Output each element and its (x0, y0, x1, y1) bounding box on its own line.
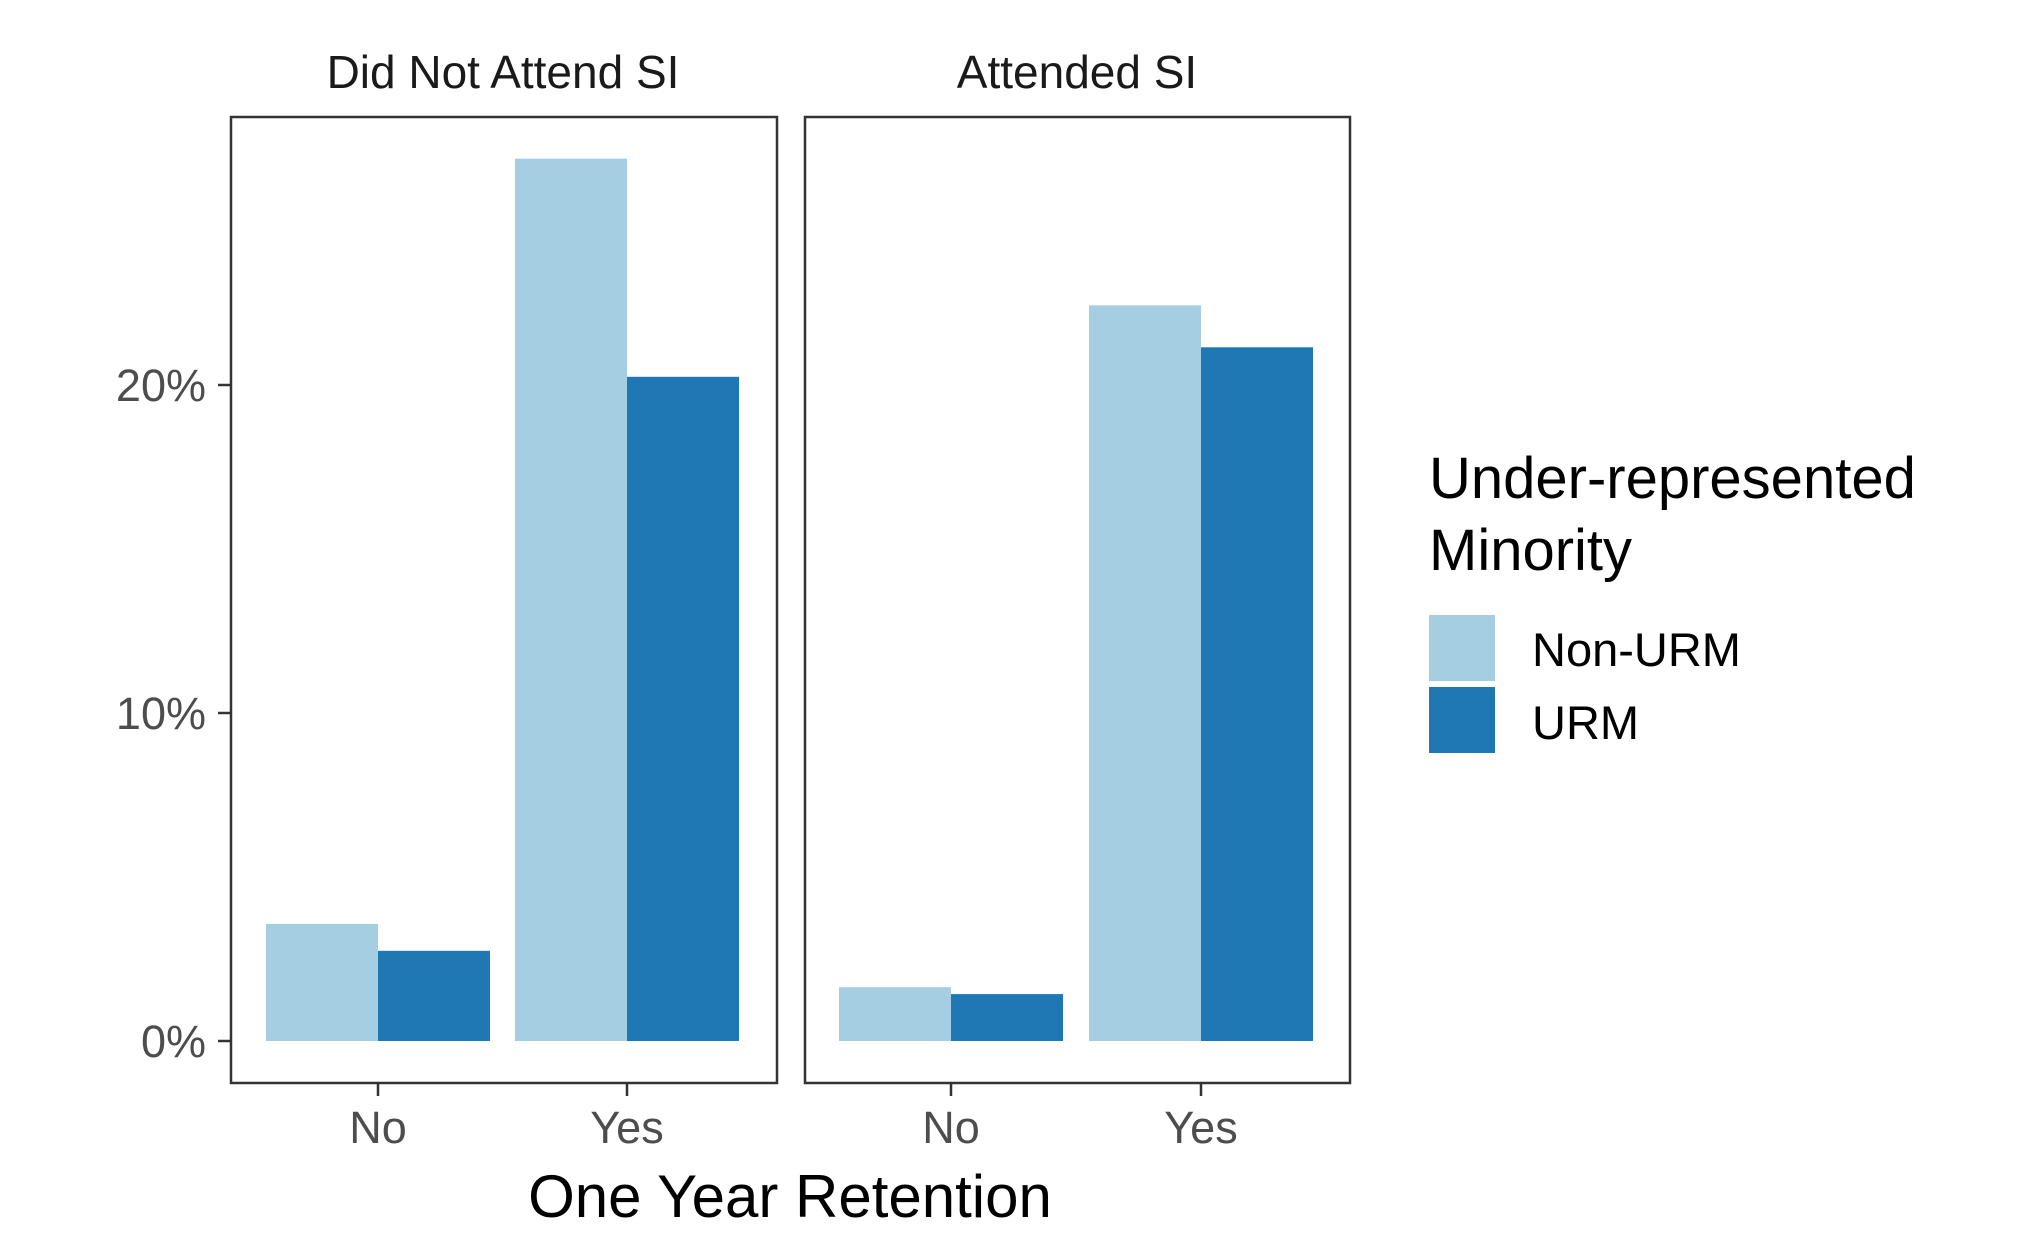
bar-non-urm-yes (1089, 305, 1201, 1041)
legend-key-urm (1429, 687, 1495, 753)
legend-label-non-urm: Non-URM (1532, 623, 1741, 676)
legend-title-line1: Under-represented (1429, 446, 1916, 511)
panel-border (803, 115, 1352, 1085)
panel-border (229, 115, 779, 1085)
x-tick-label: Yes (1164, 1102, 1237, 1153)
bar-non-urm-yes (515, 158, 627, 1041)
bar-non-urm-no (839, 987, 951, 1041)
y-tick-label: 20% (116, 360, 206, 411)
bar-urm-yes (1201, 347, 1313, 1041)
legend-key-non-urm (1429, 615, 1495, 681)
bar-urm-yes (627, 376, 739, 1041)
bar-non-urm-no (266, 923, 378, 1041)
panel-attended (803, 115, 1352, 1085)
x-tick-label: No (922, 1102, 980, 1153)
legend: Under-represented Minority Non-URM URM (1429, 446, 1916, 753)
x-tick-label: No (349, 1102, 407, 1153)
legend-label-urm: URM (1532, 696, 1639, 749)
panel-title-attended: Attended SI (957, 46, 1197, 98)
y-tick-label: 0% (141, 1016, 206, 1067)
x-axis: No Yes No Yes (349, 1083, 1238, 1153)
bar-urm-no (378, 950, 490, 1041)
y-axis: 0% 10% 20% (116, 360, 231, 1067)
panel-title-did-not-attend: Did Not Attend SI (327, 46, 680, 98)
panel-did-not-attend (229, 115, 779, 1085)
bar-urm-no (951, 994, 1063, 1041)
x-tick-label: Yes (590, 1102, 663, 1153)
legend-title-line2: Minority (1429, 518, 1632, 583)
y-tick-label: 10% (116, 688, 206, 739)
x-axis-title: One Year Retention (528, 1163, 1052, 1230)
